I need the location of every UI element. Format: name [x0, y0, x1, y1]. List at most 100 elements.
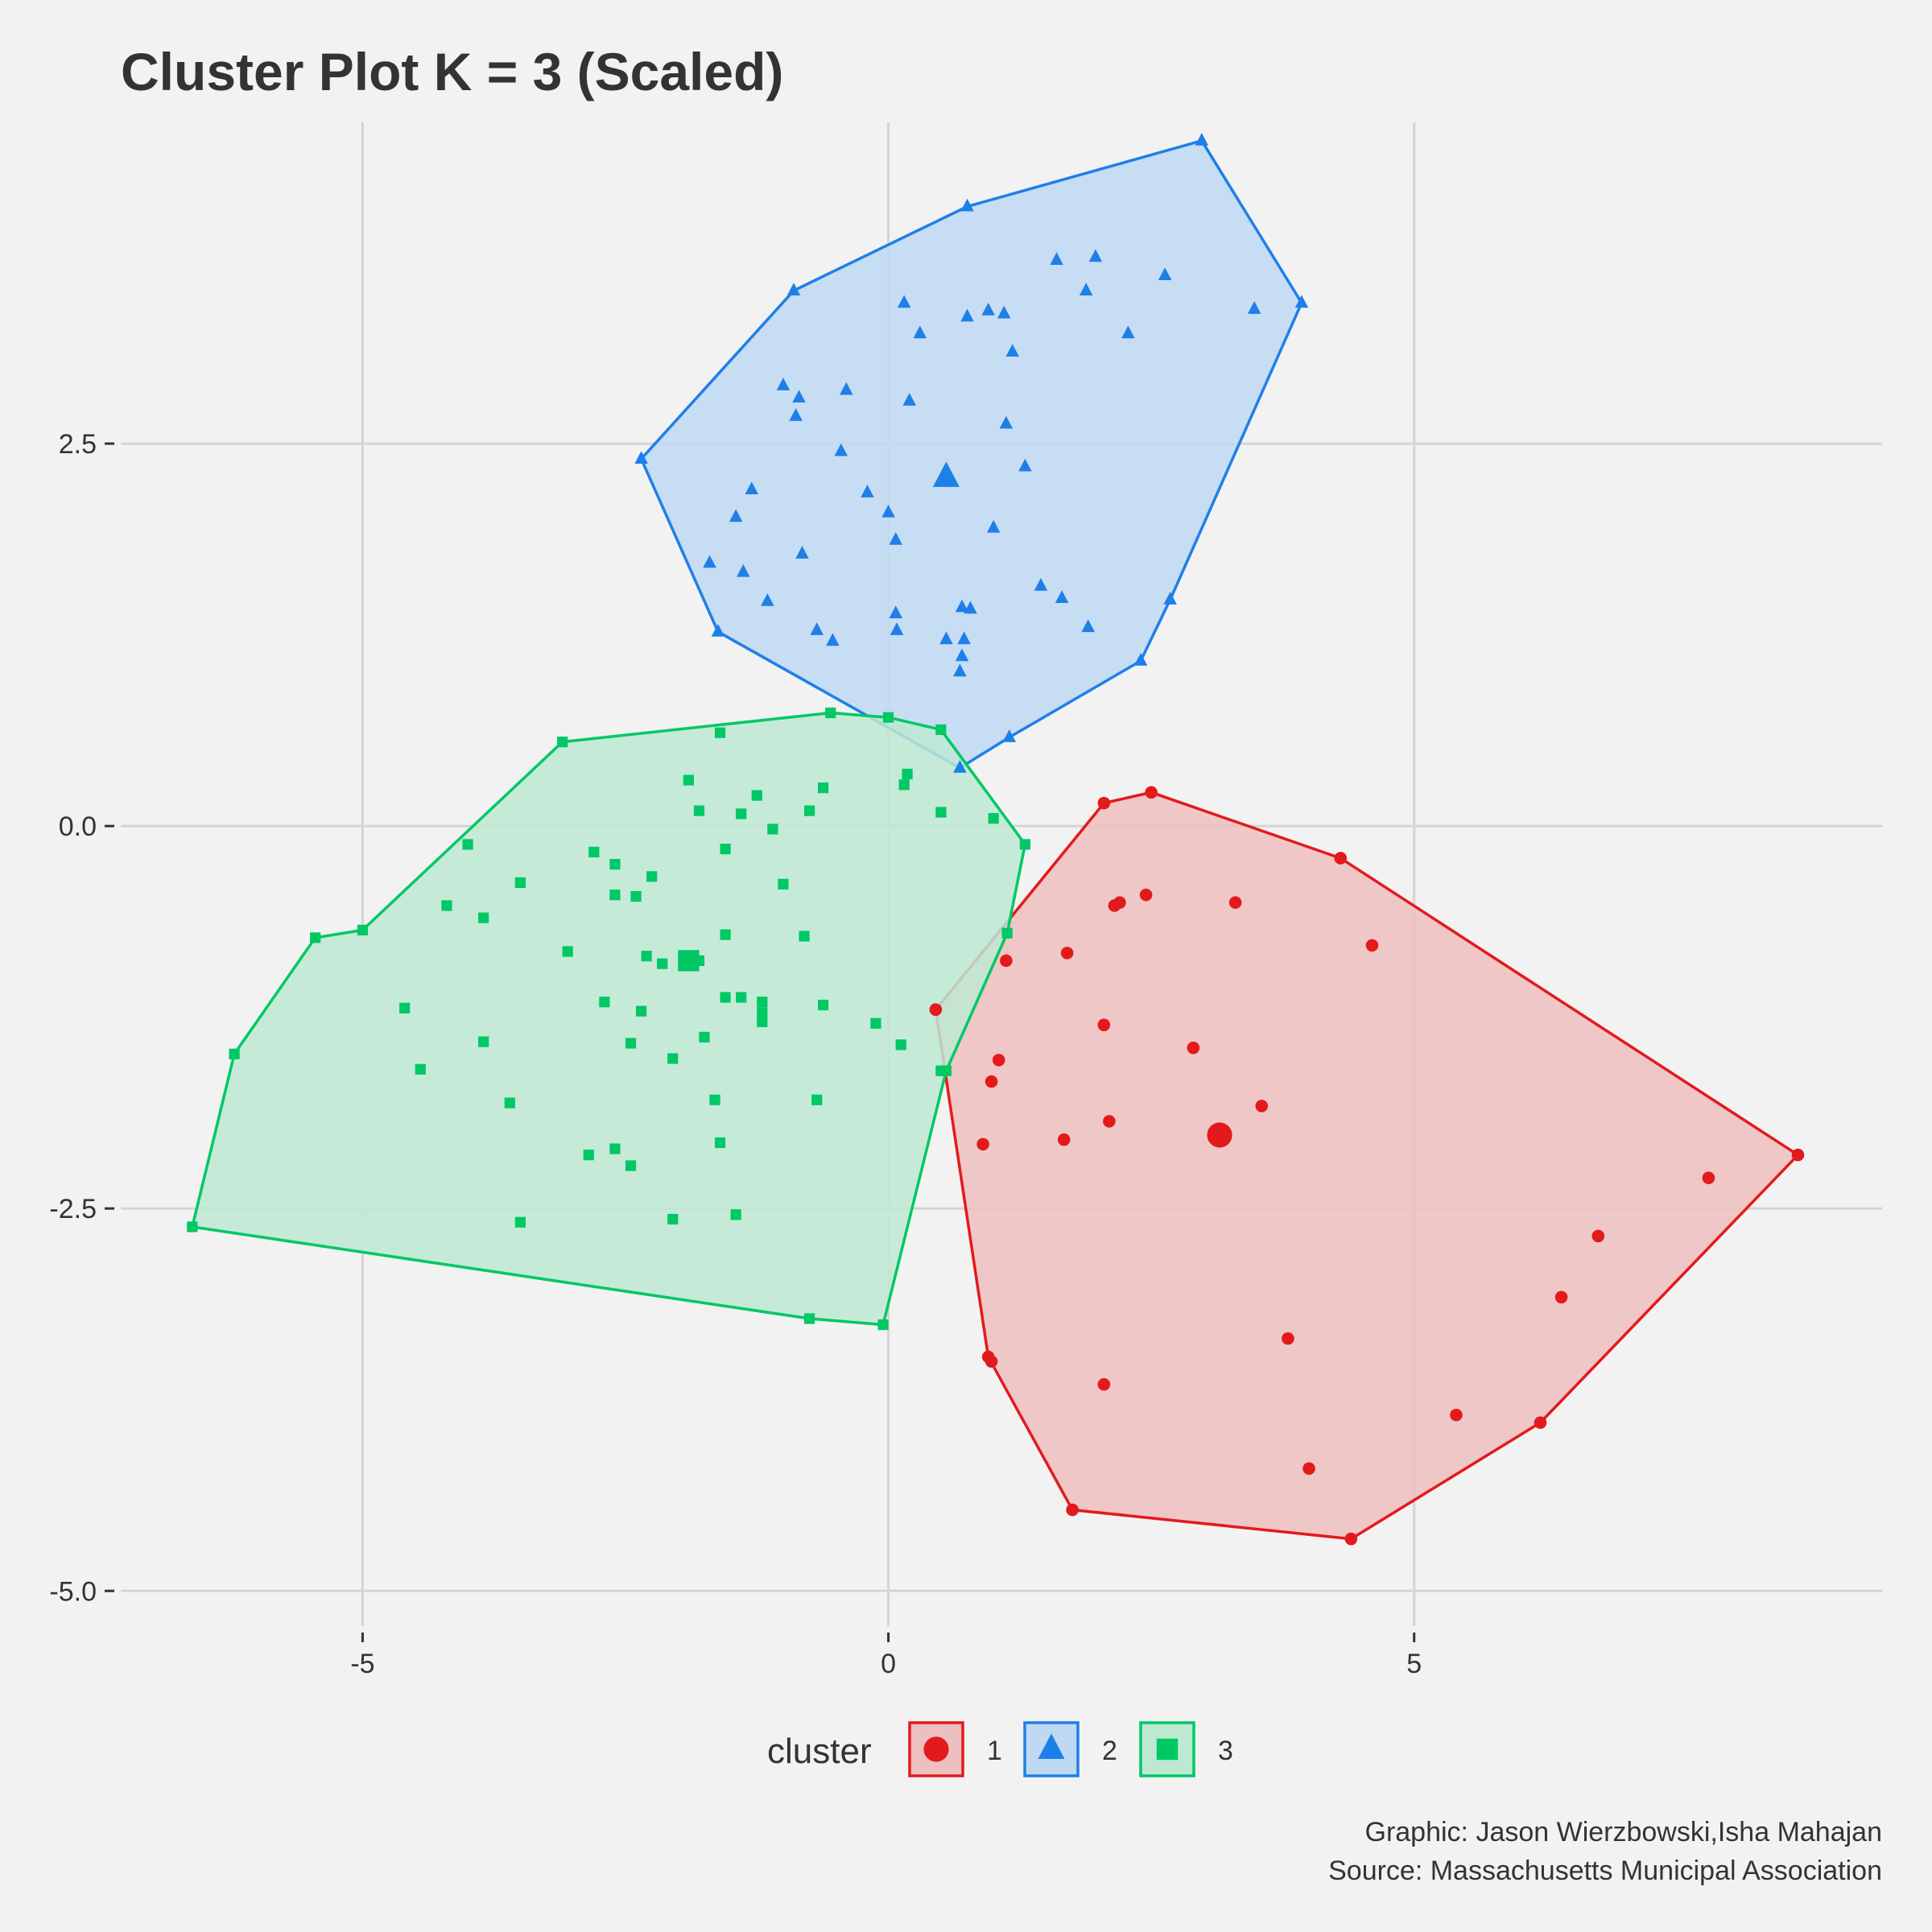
- cluster-3-point: [609, 1143, 621, 1154]
- cluster-2-point: [795, 546, 809, 559]
- cluster-3-point: [683, 774, 694, 786]
- legend-symbol-3: [1156, 1738, 1179, 1761]
- data-points: [187, 133, 1805, 1546]
- cluster-3-point: [988, 813, 999, 824]
- cluster-1-point: [1302, 1462, 1315, 1476]
- cluster-3-point: [514, 877, 526, 889]
- cluster-1-point: [1554, 1290, 1568, 1304]
- cluster-3-point: [898, 779, 910, 791]
- cluster-1-point: [985, 1355, 998, 1368]
- cluster-1-point: [1282, 1331, 1294, 1345]
- cluster-3-point: [804, 1313, 815, 1324]
- cluster-3-point: [641, 951, 652, 962]
- cluster-2-point: [939, 631, 953, 645]
- cluster-2-point: [902, 393, 916, 406]
- cluster-1-center: [1207, 1122, 1232, 1148]
- cluster-1-point: [1255, 1100, 1269, 1113]
- cluster-1-point: [1344, 1532, 1358, 1546]
- legend-item-1: 1: [908, 1721, 1002, 1777]
- legend-item-3: 3: [1139, 1721, 1233, 1777]
- cluster-2-point: [997, 305, 1011, 319]
- cluster-2-point: [957, 631, 971, 645]
- x-tick-label: -5: [350, 1649, 374, 1679]
- cluster-2-point: [703, 555, 716, 568]
- cluster-3-point: [441, 900, 452, 911]
- cluster-3-point: [730, 1209, 741, 1220]
- cluster-1-point: [1139, 888, 1153, 902]
- cluster-3-point: [646, 871, 658, 882]
- cluster-1-point: [992, 1054, 1005, 1067]
- cluster-2-point: [1079, 283, 1093, 296]
- cluster-3-point: [562, 946, 573, 957]
- cluster-3-point: [399, 1002, 411, 1013]
- cluster-3-point: [767, 824, 778, 835]
- cluster-1-point: [1791, 1148, 1805, 1162]
- cluster-3-point: [736, 992, 747, 1003]
- cluster-1-point: [1066, 1503, 1079, 1517]
- cluster-3-point: [882, 712, 894, 723]
- cluster-2-point: [889, 605, 902, 618]
- cluster-3-point: [817, 782, 829, 794]
- x-tick-label: 0: [881, 1649, 896, 1679]
- cluster-2-point: [897, 295, 911, 308]
- cluster-3-point: [699, 1031, 710, 1042]
- cluster-1-point: [929, 1003, 943, 1016]
- cluster-3-point: [709, 1094, 720, 1105]
- cluster-1-point: [1000, 954, 1013, 968]
- cluster-2-point: [1121, 325, 1135, 339]
- cluster-3-point: [415, 1063, 426, 1075]
- cluster-2-point: [960, 308, 974, 322]
- cluster-3-point: [895, 1039, 906, 1051]
- cluster-2-point: [786, 283, 801, 296]
- cluster-3-point: [599, 997, 610, 1008]
- y-tick-label: -2.5: [49, 1194, 97, 1224]
- cluster-3-point: [757, 1007, 768, 1018]
- legend-title: cluster: [767, 1732, 872, 1771]
- cluster-3-point: [935, 724, 947, 736]
- cluster-3-point: [625, 1038, 637, 1049]
- cluster-3-point: [757, 1016, 768, 1027]
- cluster-3-point: [478, 912, 489, 923]
- cluster-2-point: [1088, 249, 1103, 262]
- cluster-3-center: [678, 950, 700, 972]
- cluster-3-point: [310, 932, 321, 943]
- cluster-2-point: [1055, 590, 1069, 603]
- cluster-3-point: [478, 1036, 489, 1047]
- cluster-3-point: [778, 878, 789, 890]
- y-tick-label: 0.0: [59, 811, 97, 842]
- cluster-2-point: [986, 519, 1001, 533]
- cluster-1-point: [1103, 1115, 1116, 1128]
- cluster-1-point: [1097, 796, 1111, 810]
- cluster-1-point: [1145, 786, 1158, 799]
- y-tick-label: -5.0: [49, 1576, 97, 1607]
- cluster-3-point: [720, 844, 731, 855]
- cluster-3-point: [667, 1213, 679, 1225]
- cluster-1-point: [1097, 1018, 1111, 1031]
- chart-title: Cluster Plot K = 3 (Scaled): [121, 42, 783, 101]
- cluster-2-hull: [639, 139, 1303, 770]
- caption-source: Source: Massachusetts Municipal Associat…: [1328, 1856, 1882, 1886]
- cluster-2-point: [1002, 729, 1017, 742]
- cluster-3-point: [817, 999, 829, 1011]
- cluster-2-point: [776, 378, 791, 390]
- cluster-2-point: [955, 648, 969, 662]
- cluster-2-point: [1034, 578, 1048, 591]
- legend-item-2: 2: [1023, 1721, 1117, 1777]
- cluster-2-point: [1018, 458, 1032, 472]
- y-tick-label: 2.5: [59, 429, 97, 460]
- cluster-2-point: [810, 622, 824, 635]
- cluster-3-point: [736, 808, 747, 819]
- cluster-2-point: [729, 509, 743, 522]
- cluster-3-point: [935, 1065, 947, 1076]
- cluster-2-point: [1158, 267, 1172, 281]
- cluster-hulls: [191, 139, 1800, 1541]
- cluster-2-point: [889, 532, 902, 545]
- cluster-2-point: [1294, 295, 1309, 308]
- cluster-3-point: [804, 805, 815, 816]
- cluster-2-point: [981, 302, 995, 316]
- legend-key-3: [1139, 1721, 1195, 1777]
- cluster-3-point: [877, 1319, 889, 1331]
- cluster-2-point: [1005, 344, 1019, 357]
- cluster-2-point: [913, 325, 927, 339]
